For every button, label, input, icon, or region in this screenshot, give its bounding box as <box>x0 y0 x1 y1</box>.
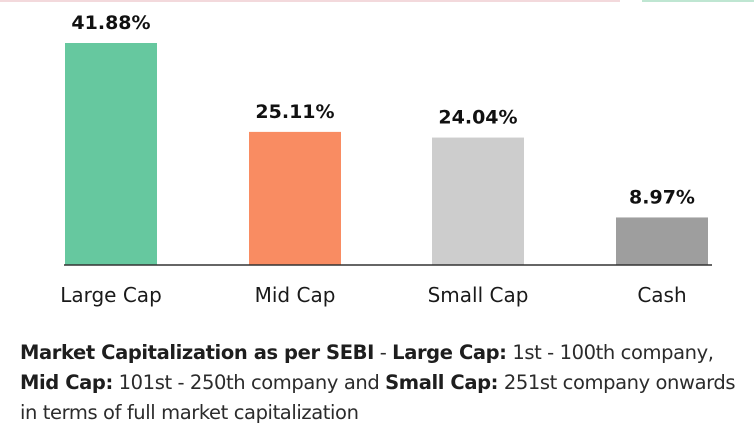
top-accent-tab <box>642 0 754 2</box>
bar-large-cap <box>65 43 157 265</box>
value-label-small-cap: 24.04% <box>438 107 517 129</box>
footnote-small-cap-term: Small Cap: <box>385 371 499 394</box>
value-label-mid-cap: 25.11% <box>255 101 334 123</box>
footnote-small-cap-definition: 251st company onwards in terms of full m… <box>20 371 736 424</box>
value-label-cash: 8.97% <box>629 186 695 208</box>
footnote-large-cap-term: Large Cap: <box>392 341 507 364</box>
footnote-separator: - <box>373 341 393 364</box>
footnote-mid-cap-term: Mid Cap: <box>20 371 113 394</box>
footnote-large-cap-definition: 1st - 100th company, <box>506 341 714 364</box>
bar-cash <box>616 217 708 265</box>
footnote-sebi-heading: Market Capitalization as per SEBI <box>20 341 374 364</box>
category-label-cash: Cash <box>637 283 686 307</box>
bar-mid-cap <box>249 131 341 265</box>
category-label-large-cap: Large Cap <box>60 283 162 307</box>
bars-layer <box>65 43 708 265</box>
bar-small-cap <box>432 137 524 265</box>
footnote-mid-cap-definition: 101st - 250th company and <box>112 371 386 394</box>
bar-chart: 41.88% Large Cap 25.11% Mid Cap 24.04% Small … <box>60 12 712 307</box>
category-label-small-cap: Small Cap <box>428 283 529 307</box>
category-label-mid-cap: Mid Cap <box>255 283 336 307</box>
labels-layer: 41.88% Large Cap 25.11% Mid Cap 24.04% Small … <box>60 12 695 307</box>
value-label-large-cap: 41.88% <box>71 12 150 34</box>
footnote: Market Capitalization as per SEBI - Larg… <box>20 338 745 428</box>
top-accent-line <box>0 0 620 2</box>
